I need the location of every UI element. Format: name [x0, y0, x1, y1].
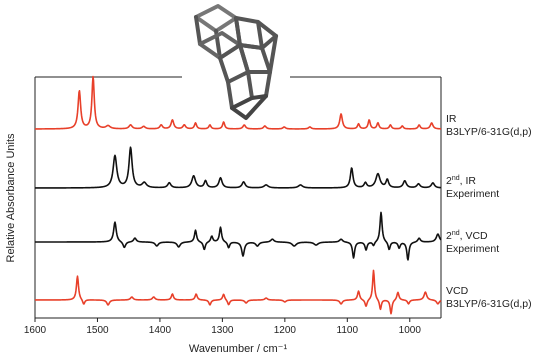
series-label-main: VCD: [446, 285, 469, 297]
x-tick-label: 1500: [86, 325, 109, 336]
series-label-main: IR: [446, 113, 457, 125]
series-line-4: [34, 269, 442, 315]
series-label-main: 2: [446, 230, 452, 242]
series-label-line2: B3LYP/6-31G(d,p): [446, 298, 532, 310]
x-tick-label: 1200: [274, 325, 297, 336]
x-axis-ticks: 1600 1500 1400 1300 1200 1100 1000: [24, 318, 421, 336]
series-label-rest: , IR: [460, 175, 477, 187]
x-tick-label: 1100: [337, 325, 359, 336]
plot-frame: [34, 76, 442, 319]
x-tick-label: 1400: [149, 325, 172, 336]
series-label-line1: IR: [446, 113, 457, 125]
x-tick-label: 1300: [211, 325, 234, 336]
series-label-line2: B3LYP/6-31G(d,p): [446, 126, 532, 138]
x-tick-label: 1000: [399, 325, 422, 336]
series-label-rest: , VCD: [460, 230, 488, 242]
series-label-line1: 2nd, IR: [446, 175, 476, 187]
x-tick-label: 1600: [24, 325, 47, 336]
series-line-3: [34, 211, 442, 261]
series-label-line1: 2nd, VCD: [446, 230, 488, 242]
series-label-line2: Experiment: [446, 243, 499, 255]
spectrum-traces: [34, 75, 442, 315]
series-label-line1: VCD: [446, 285, 469, 297]
series-label-sup: nd: [452, 230, 460, 237]
x-axis-label: Wavenumber / cm⁻¹: [189, 343, 288, 355]
series-line-1: [34, 75, 442, 130]
series-label-main: 2: [446, 175, 452, 187]
y-axis-label: Relative Absorbance Units: [5, 133, 17, 263]
molecular-structure-cage: [194, 4, 278, 120]
series-label-sup: nd: [452, 175, 460, 182]
series-line-2: [34, 146, 442, 189]
series-label-line2: Experiment: [446, 188, 499, 200]
